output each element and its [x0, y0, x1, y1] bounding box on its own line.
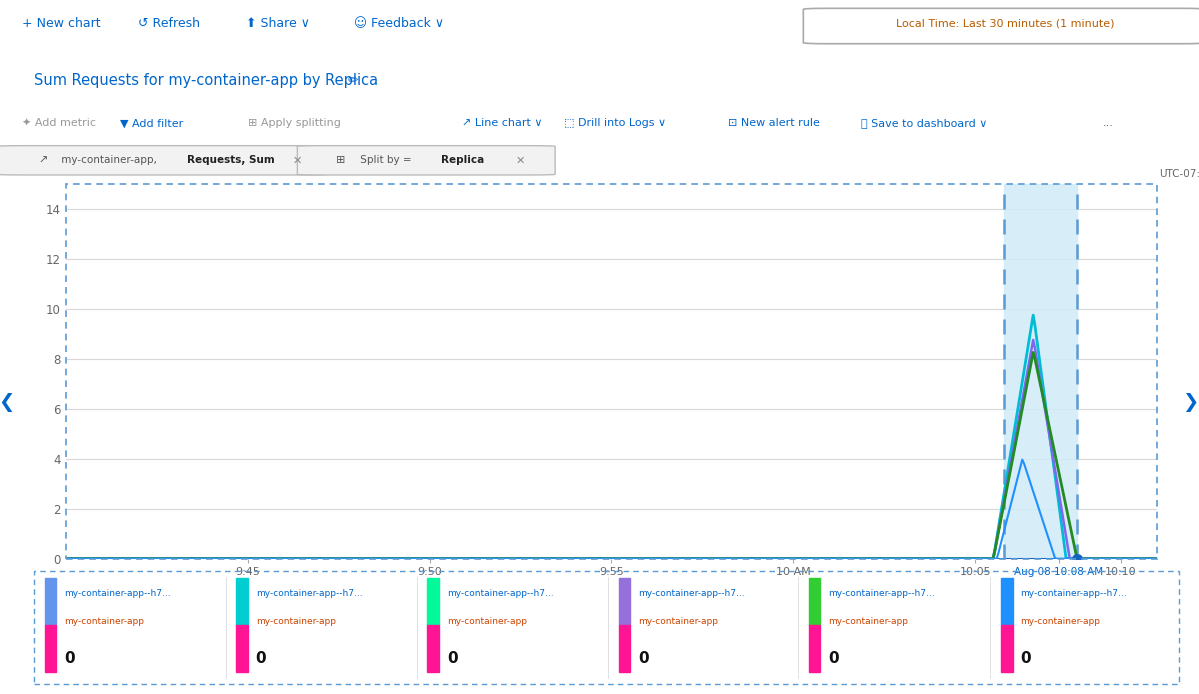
Text: ⊞ Apply splitting: ⊞ Apply splitting — [248, 118, 341, 128]
Text: ⊡ New alert rule: ⊡ New alert rule — [728, 118, 820, 128]
Text: + New chart: + New chart — [22, 17, 101, 30]
Text: Split by =: Split by = — [357, 155, 415, 165]
FancyBboxPatch shape — [803, 8, 1199, 44]
Text: Replica: Replica — [441, 155, 484, 165]
Text: my-container-app--h7...: my-container-app--h7... — [1020, 589, 1127, 598]
Bar — [428, 625, 439, 672]
Bar — [809, 625, 820, 672]
Bar — [1001, 578, 1013, 625]
Text: my-container-app: my-container-app — [1020, 617, 1101, 626]
Bar — [66, 184, 1157, 559]
Text: my-container-app: my-container-app — [255, 617, 336, 626]
Text: my-container-app,: my-container-app, — [58, 155, 159, 165]
Text: my-container-app: my-container-app — [65, 617, 145, 626]
Text: ⬆ Share ∨: ⬆ Share ∨ — [246, 17, 309, 30]
Bar — [1005, 184, 1077, 559]
Text: 0: 0 — [447, 652, 458, 666]
Text: my-container-app--h7...: my-container-app--h7... — [829, 589, 935, 598]
Text: ↺ Refresh: ↺ Refresh — [138, 17, 200, 30]
Text: Sum Requests for my-container-app by Replica: Sum Requests for my-container-app by Rep… — [34, 74, 378, 88]
Bar — [46, 625, 56, 672]
Text: ⬚ Drill into Logs ∨: ⬚ Drill into Logs ∨ — [564, 118, 665, 128]
Text: ☺ Feedback ∨: ☺ Feedback ∨ — [354, 17, 444, 30]
Text: 0: 0 — [638, 652, 649, 666]
Bar — [1001, 625, 1013, 672]
Text: my-container-app: my-container-app — [829, 617, 908, 626]
Text: 0: 0 — [65, 652, 76, 666]
Text: my-container-app--h7...: my-container-app--h7... — [65, 589, 171, 598]
Bar — [619, 578, 631, 625]
Text: ↗: ↗ — [38, 155, 48, 165]
Bar — [428, 578, 439, 625]
Text: my-container-app: my-container-app — [447, 617, 526, 626]
Text: Requests, Sum: Requests, Sum — [187, 155, 275, 165]
Text: ⊞: ⊞ — [336, 155, 345, 165]
Text: ↗ Line chart ∨: ↗ Line chart ∨ — [462, 118, 542, 128]
FancyBboxPatch shape — [0, 146, 327, 175]
Bar — [619, 625, 631, 672]
Text: ❯: ❯ — [1182, 393, 1199, 412]
Text: UTC-07:00: UTC-07:00 — [1159, 169, 1199, 180]
FancyBboxPatch shape — [297, 146, 555, 175]
Text: Local Time: Last 30 minutes (1 minute): Local Time: Last 30 minutes (1 minute) — [896, 19, 1114, 28]
Text: my-container-app--h7...: my-container-app--h7... — [638, 589, 745, 598]
Text: 💾 Save to dashboard ∨: 💾 Save to dashboard ∨ — [861, 118, 987, 128]
Bar — [236, 625, 248, 672]
Bar — [809, 578, 820, 625]
Text: ❮: ❮ — [0, 393, 14, 412]
Bar — [236, 578, 248, 625]
Text: ✕: ✕ — [293, 155, 302, 165]
Text: ...: ... — [1103, 118, 1114, 128]
Text: 0: 0 — [1020, 652, 1031, 666]
Bar — [46, 578, 56, 625]
Text: 0: 0 — [829, 652, 839, 666]
Text: 0: 0 — [255, 652, 266, 666]
Text: ✕: ✕ — [516, 155, 525, 165]
Text: my-container-app: my-container-app — [638, 617, 718, 626]
Text: ✦ Add metric: ✦ Add metric — [22, 118, 96, 128]
Text: ✏: ✏ — [348, 74, 359, 87]
Text: my-container-app--h7...: my-container-app--h7... — [255, 589, 362, 598]
Text: my-container-app--h7...: my-container-app--h7... — [447, 589, 554, 598]
Text: ▼ Add filter: ▼ Add filter — [120, 118, 183, 128]
